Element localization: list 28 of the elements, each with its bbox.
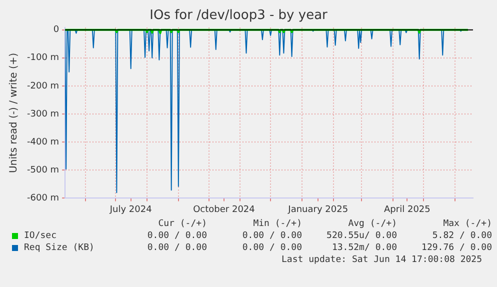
- x-tick-label: October 2024: [193, 204, 256, 215]
- text: Avg (-/+): [347, 218, 397, 230]
- text: 0.00 / 0.00: [241, 242, 302, 254]
- x-tick-label: July 2024: [108, 204, 152, 215]
- y-tick-label: -500 m: [26, 165, 60, 176]
- text: 0.00 / 0.00: [146, 230, 207, 242]
- text: 520.55u/ 0.00: [326, 230, 397, 242]
- chart-title: IOs for /dev/loop3 - by year: [150, 8, 328, 24]
- y-tick-label: 0: [53, 25, 60, 36]
- x-tick-label: April 2025: [384, 204, 430, 215]
- y-tick-label: -300 m: [26, 109, 60, 120]
- x-tick-label: January 2025: [287, 204, 348, 215]
- y-tick-label: -600 m: [26, 194, 60, 204]
- y-tick-label: -400 m: [26, 137, 60, 148]
- text: 5.82 / 0.00: [431, 230, 492, 242]
- legend-label: IO/sec: [24, 230, 57, 242]
- text: 13.52m/ 0.00: [330, 242, 397, 254]
- text: 0.00 / 0.00: [241, 230, 302, 242]
- text: 129.76 / 0.00: [420, 242, 492, 254]
- y-tick-label: -200 m: [26, 81, 60, 92]
- text: Cur (-/+): [157, 218, 207, 230]
- y-tick-label: -100 m: [26, 53, 60, 64]
- text: 0.00 / 0.00: [146, 242, 207, 254]
- text: Last update: Sat Jun 14 17:00:08 2025: [280, 254, 483, 266]
- text: Min (-/+): [252, 218, 302, 230]
- legend-label: Req Size (KB): [24, 242, 94, 254]
- y-axis-title: Units read (-) / write (+): [8, 52, 20, 173]
- text: Max (-/+): [442, 218, 492, 230]
